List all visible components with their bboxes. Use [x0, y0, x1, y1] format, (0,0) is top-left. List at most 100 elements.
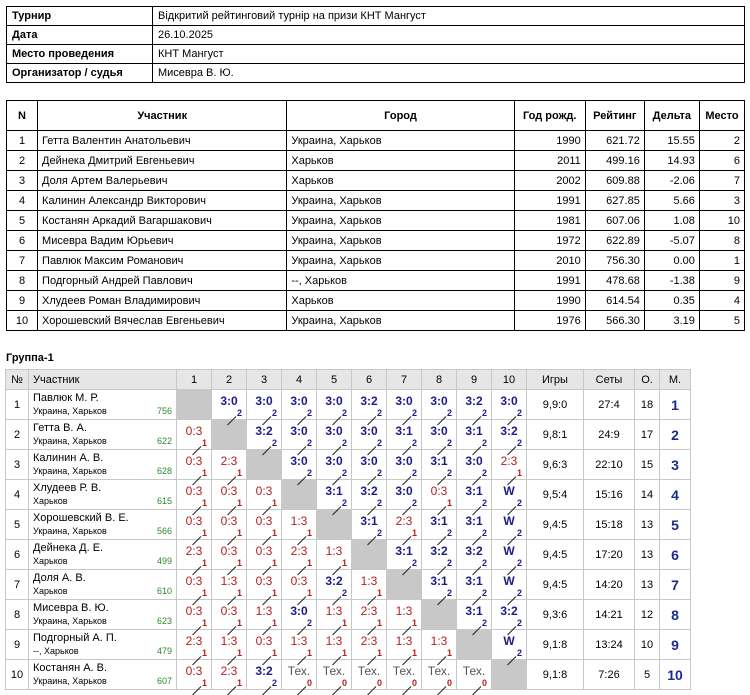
- group-games: 9,4:5: [526, 509, 584, 540]
- match-score: 2:3: [500, 454, 518, 468]
- group-header-col: 7: [386, 369, 422, 390]
- match-score: W: [503, 484, 515, 498]
- match-result-cell: 3:1 2: [456, 479, 492, 516]
- group-participant-meta: Украина, Харьков 756: [33, 405, 172, 417]
- participant-row: 7 Павлюк Максим Романович Украина, Харьков…: [5, 250, 746, 271]
- match-score: 3:2: [500, 604, 518, 618]
- match-score: 3:0: [325, 424, 343, 438]
- info-row: Организатор / судья Мисевра В. Ю.: [6, 63, 745, 83]
- group-header-sets: Сеты: [583, 369, 635, 390]
- match-score: 3:1: [465, 574, 483, 588]
- match-result-cell: 3:2 2: [246, 419, 282, 456]
- match-score: 3:0: [395, 394, 413, 408]
- match-result-cell: 3:2 2: [491, 599, 527, 636]
- group-participant-name: Подгорный А. П.: [33, 632, 117, 644]
- diagonal-cell: [176, 389, 212, 420]
- match-result-cell: 0:3 1: [211, 509, 247, 546]
- match-score: 3:1: [395, 424, 413, 438]
- group-row-number: 1: [5, 389, 29, 420]
- participant-place: 8: [698, 230, 746, 251]
- match-result-cell: 1:3 1: [386, 629, 422, 666]
- group-header-col: 10: [491, 369, 527, 390]
- match-result-cell: 3:1 2: [421, 509, 457, 546]
- match-points: 1: [236, 648, 242, 658]
- group-row: 3 Калинин А. В. Украина, Харьков 628 0:3 1 2:3…: [5, 449, 691, 486]
- tournament-info-table: Турнир Відкритий рейтинговий турнір на пр…: [6, 6, 745, 83]
- group-participant-name: Хлудеев Р. В.: [33, 482, 102, 494]
- match-score: Тех.: [392, 664, 416, 678]
- match-points: 2: [481, 618, 487, 628]
- match-points: 2: [516, 588, 522, 598]
- match-points: 1: [271, 618, 277, 628]
- match-points: 2: [446, 528, 452, 538]
- participant-name: Гетта Валентин Анатольевич: [37, 130, 288, 151]
- match-points: 2: [411, 468, 417, 478]
- match-score: 3:0: [500, 394, 518, 408]
- group-sets: 14:20: [583, 569, 635, 600]
- group-participant-city: Украина, Харьков: [33, 526, 107, 536]
- participant-number: 7: [5, 250, 39, 271]
- participant-name: Хорошевский Вячеслав Евгеньевич: [37, 310, 288, 331]
- match-points: 1: [201, 498, 207, 508]
- group-points: 18: [634, 389, 660, 420]
- match-score: 0:3: [220, 604, 238, 618]
- group-games: 9,5:4: [526, 479, 584, 510]
- match-points: 1: [411, 618, 417, 628]
- group-participant-rating: 610: [156, 586, 172, 596]
- participant-name: Костанян Аркадий Вагаршакович: [37, 210, 288, 231]
- group-points: 13: [634, 539, 660, 570]
- group-header-col: 5: [316, 369, 352, 390]
- participant-row: 10 Хорошевский Вячеслав Евгеньевич Украина…: [5, 310, 746, 331]
- match-points: 1: [271, 588, 277, 598]
- match-points: 0: [481, 678, 487, 688]
- match-score: Тех.: [287, 664, 311, 678]
- participant-birth-year: 2011: [513, 150, 586, 171]
- match-points: 1: [236, 468, 242, 478]
- match-points: 1: [201, 438, 207, 448]
- match-points: 1: [446, 648, 452, 658]
- match-points: 2: [516, 618, 522, 628]
- group-participant: Подгорный А. П. --, Харьков 479: [28, 629, 177, 660]
- participant-row: 9 Хлудеев Роман Владимирович Харьков 1990 61…: [5, 290, 746, 311]
- match-score: 0:3: [430, 484, 448, 498]
- match-score: 0:3: [220, 544, 238, 558]
- match-score: 3:0: [430, 424, 448, 438]
- group-participant: Хлудеев Р. В. Харьков 615: [28, 479, 177, 510]
- participant-row: 1 Гетта Валентин Анатольевич Украина, Харь…: [5, 130, 746, 151]
- match-score: 3:1: [360, 514, 378, 528]
- group-participant-meta: Украина, Харьков 623: [33, 615, 172, 627]
- match-result-cell: 3:1 2: [316, 479, 352, 516]
- match-score: 0:3: [255, 634, 273, 648]
- match-points: 0: [341, 678, 347, 688]
- match-points: 2: [516, 408, 522, 418]
- match-points: 2: [446, 468, 452, 478]
- match-score: 1:3: [255, 604, 273, 618]
- match-points: 2: [271, 408, 277, 418]
- match-score: 1:3: [220, 574, 238, 588]
- match-result-cell: 2:3 1: [176, 629, 212, 666]
- info-value: КНТ Мангуст: [152, 44, 745, 64]
- match-result-cell: 2:3 1: [176, 539, 212, 576]
- participant-number: 4: [5, 190, 39, 211]
- match-result-cell: 2:3 1: [211, 659, 247, 695]
- group-participant-rating: 756: [156, 406, 172, 416]
- match-score: 0:3: [185, 424, 203, 438]
- participant-place: 7: [698, 170, 746, 191]
- match-score: 0:3: [255, 514, 273, 528]
- match-score: 2:3: [395, 514, 413, 528]
- participant-delta: 0.00: [643, 250, 700, 271]
- participant-birth-year: 2010: [513, 250, 586, 271]
- match-score: 3:0: [465, 454, 483, 468]
- group-participant-city: Харьков: [33, 586, 68, 596]
- match-points: 1: [341, 558, 347, 568]
- participant-rating: 622.89: [584, 230, 645, 251]
- participant-name: Калинин Александр Викторович: [37, 190, 288, 211]
- group-header-col: 4: [281, 369, 317, 390]
- header-n: N: [5, 100, 39, 131]
- participant-delta: -1.38: [643, 270, 700, 291]
- match-result-cell: 3:0 2: [281, 449, 317, 486]
- group-row: 10 Костанян А. В. Украина, Харьков 607 0:3 1 2…: [5, 659, 691, 695]
- group-participant-rating: 622: [156, 436, 172, 446]
